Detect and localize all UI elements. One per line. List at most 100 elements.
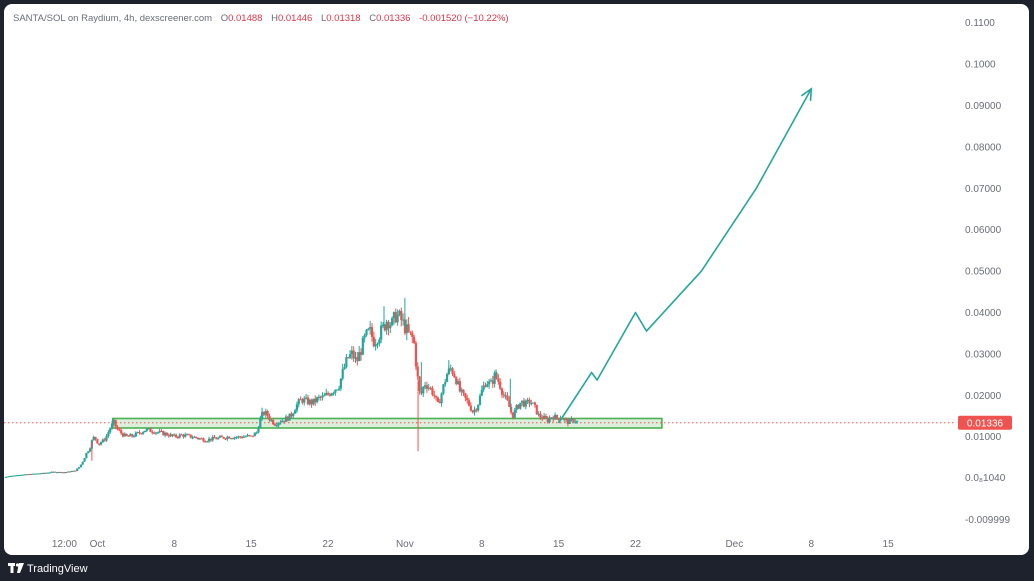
candle-body [114,419,117,427]
candle-body [570,418,573,420]
candle-body [394,312,397,323]
candle-body [149,428,152,432]
candle-body [226,436,229,440]
candle-body [35,473,39,475]
candle-body [28,473,31,475]
candle-body [376,343,379,345]
candle-body [486,384,489,387]
candle-body [105,435,108,441]
tradingview-logo-icon[interactable] [8,563,24,575]
candle-body [385,321,388,331]
candle-body [185,434,189,436]
candle-body [39,473,42,475]
candle-body [418,376,421,391]
candle-body [557,418,560,420]
candle-body [284,416,288,422]
candle-body [158,430,161,433]
candle-body [50,471,53,473]
candle-body [19,474,22,476]
candle-body [423,385,427,387]
candle-body [475,409,478,411]
x-axis: 12:00 Oct 8 15 22 Nov 8 15 22 Dec 8 15 [52,539,894,550]
candle-body [63,472,66,474]
y-tick-label: 0.09000 [965,101,1002,112]
candle-body [154,432,158,434]
candle-body [204,441,207,443]
candle-body [464,393,467,398]
candle-body [530,403,533,405]
candle-body [328,394,331,396]
candle-body [515,404,518,410]
candle-body [330,393,333,396]
candle-body [319,396,322,398]
candle-body [46,472,50,474]
y-tick-label: 0.04000 [965,308,1002,319]
x-tick-label: 15 [246,539,258,550]
candle-body [458,381,461,392]
x-tick-label: Nov [396,539,414,550]
candle-body [321,395,324,398]
candle-body [52,471,55,473]
candle-body [314,398,317,403]
candle-body [167,435,170,437]
tradingview-brand[interactable]: TradingView [27,563,88,575]
price-badge-bg [958,415,1012,430]
candle-body [389,325,392,329]
candle-body [550,417,553,419]
candle-body [215,438,218,440]
candle-body [160,430,163,432]
candle-body [522,400,526,407]
symbol-legend: SANTA/SOL on Raydium, 4h, dexscreener.co… [13,13,509,24]
candle-body [207,438,211,442]
candle-body [350,350,353,355]
candle-body [239,436,242,438]
candle-body [12,475,15,477]
x-tick-label: 22 [322,539,334,550]
close-label: C [369,13,377,24]
candle-body [57,471,61,473]
chart-pane[interactable]: 0.1100 0.1000 0.09000 0.08000 0.07000 0.06000… [4,4,1029,555]
candle-body [101,439,104,443]
candle-body [178,434,181,438]
candle-body [445,374,449,382]
candle-body [564,418,568,420]
candle-body [306,397,310,405]
y-tick-label: 0.1100 [965,18,995,29]
candle-body [48,472,51,474]
candle-body [332,392,335,394]
candle-body [336,389,339,391]
y-tick-label: 0.08000 [965,142,1002,153]
candle-body [467,400,471,406]
candle-body [502,394,505,396]
candle-body [268,416,271,421]
candle-body [466,397,469,401]
x-tick-label: Dec [725,539,743,550]
candle-body [77,467,81,469]
x-tick-label: 15 [553,539,565,550]
candle-body [196,437,200,439]
candle-body [312,398,315,405]
candle-body [228,436,231,439]
high-label: H [271,13,278,24]
candle-body [26,474,29,476]
candle-body [575,421,579,423]
y-tick-label: 0.02000 [965,391,1002,402]
candle-body [407,324,410,332]
candle-body [164,432,167,436]
candle-body [235,437,238,439]
candle-body [374,344,377,347]
y-axis: 0.1100 0.1000 0.09000 0.08000 0.07000 0.06000… [965,18,1010,526]
candle-body [209,438,212,441]
candle-body [202,438,205,442]
candle-body [32,473,35,475]
candle-body [460,389,463,392]
candle-body [510,406,513,413]
y-tick-label: 0.01000 [965,432,1002,443]
y-tick-label: 0.1000 [965,60,996,71]
price-chart[interactable]: 0.1100 0.1000 0.09000 0.08000 0.07000 0.06000… [4,4,1029,555]
candle-body [455,377,458,385]
candle-body [425,385,429,389]
y-tick-label: 0.07000 [965,184,1002,195]
candle-body [504,395,507,397]
candle-body [508,400,511,407]
